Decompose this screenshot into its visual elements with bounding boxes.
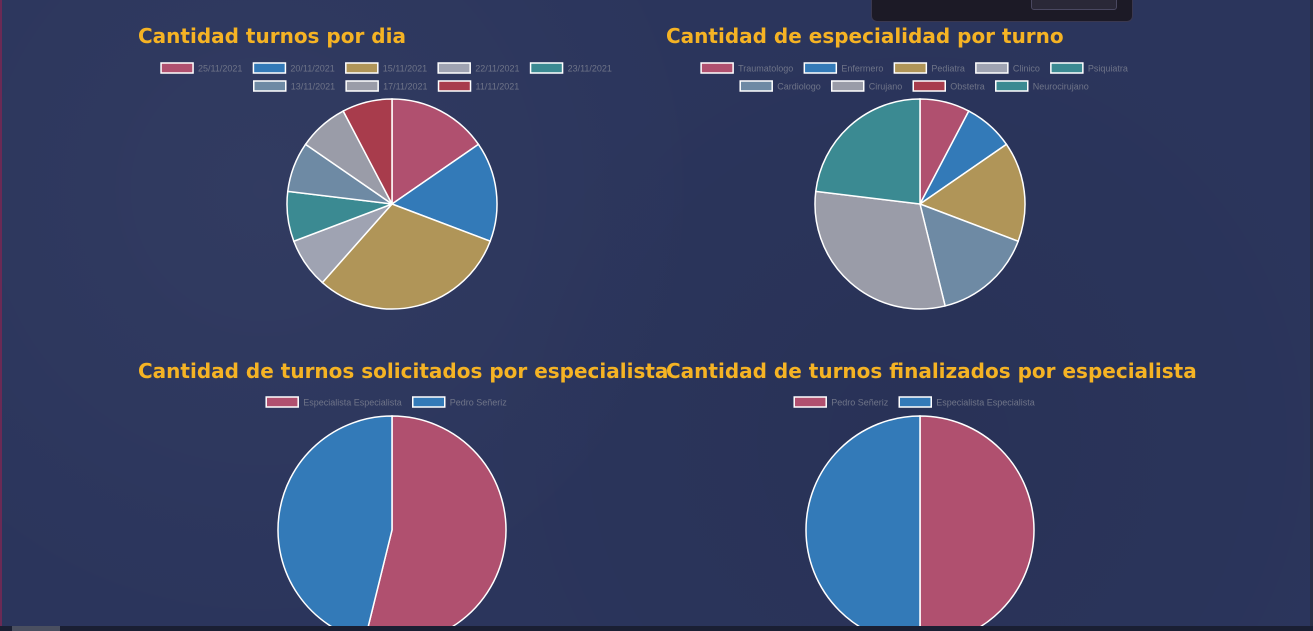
legend-label: Pedro Señeriz [831, 398, 889, 408]
legend-item-traumatologo[interactable]: Traumatologo [700, 62, 793, 74]
legend-label: 25/11/2021 [198, 64, 242, 74]
legend-swatch [160, 62, 194, 74]
legend-label: Pedro Señeriz [450, 398, 508, 408]
legend-item-22-11-2021[interactable]: 22/11/2021 [437, 62, 520, 74]
legend-item-especialista-especialista[interactable]: Especialista Especialista [265, 396, 402, 408]
legend-item-15-11-2021[interactable]: 15/11/2021 [345, 62, 427, 74]
legend-item-obstetra[interactable]: Obstetra [912, 80, 985, 92]
right-scrollbar[interactable] [1310, 0, 1313, 631]
chart-title-especialidad-por-turno: Cantidad de especialidad por turno [666, 24, 1064, 48]
legend-label: 15/11/2021 [383, 64, 427, 74]
pie-slice-cirujano[interactable] [814, 190, 947, 310]
legend-label: Neurocirujano [1033, 82, 1089, 92]
pie-chart-2: Traumatologo Enfermero Pediatra Clinico Psiq… [700, 62, 1128, 310]
legend-label: 20/11/2021 [290, 64, 334, 74]
legend-item-cardiologo[interactable]: Cardiologo [739, 80, 821, 92]
legend-swatch [265, 396, 299, 408]
legend-swatch [793, 396, 827, 408]
legend-label: Cirujano [869, 82, 903, 92]
legend-label: Traumatologo [738, 64, 793, 74]
legend-label: 13/11/2021 [291, 82, 335, 92]
legend-item-cirujano[interactable]: Cirujano [830, 80, 903, 92]
pie-slice-25-11-2021[interactable] [391, 98, 480, 206]
legend-item-23-11-2021[interactable]: 23/11/2021 [529, 62, 612, 74]
legend-label: Especialista Especialista [303, 398, 402, 408]
legend-label: Clinico [1013, 64, 1040, 74]
legend-swatch [252, 62, 287, 74]
legend-label: Cardiologo [777, 82, 821, 92]
legend-swatch [739, 80, 773, 92]
legend-label: Enfermero [841, 64, 883, 74]
dropdown-button[interactable] [1031, 0, 1117, 10]
pie-chart-1: 25/11/2021 20/11/2021 15/11/2021 22/11/2021… [160, 62, 612, 310]
legend-item-enfermero[interactable]: Enfermero [803, 62, 883, 74]
legend-swatch [830, 80, 865, 92]
pie-slice-pediatra[interactable] [918, 143, 1026, 243]
legend-swatch [253, 80, 287, 92]
legend-swatch [412, 396, 446, 408]
legend-swatch [893, 62, 928, 74]
legend-swatch [975, 62, 1009, 74]
pie-slice-pedro-se-eriz[interactable] [919, 415, 1035, 631]
pie-slice-especialista-especialista[interactable] [805, 415, 921, 631]
legend-item-especialista-especialista[interactable]: Especialista Especialista [898, 396, 1035, 408]
legend-label: Psiquiatra [1088, 64, 1128, 74]
legend-label: 23/11/2021 [568, 64, 612, 74]
legend-item-20-11-2021[interactable]: 20/11/2021 [252, 62, 335, 74]
pie-chart-4: Pedro Señeriz Especialista Especialista [793, 396, 1035, 631]
pie-slice-pedro-se-eriz[interactable] [277, 415, 393, 631]
left-accent-bar [0, 0, 2, 631]
legend-label: Especialista Especialista [936, 398, 1035, 408]
legend-item-pedro-se-eriz[interactable]: Pedro Señeriz [412, 396, 508, 408]
legend-item-17-11-2021[interactable]: 17/11/2021 [345, 80, 428, 92]
legend-label: Pediatra [931, 64, 965, 74]
legend-swatch [912, 80, 946, 92]
chart-title-turnos-solicitados: Cantidad de turnos solicitados por espec… [138, 359, 669, 383]
pie-slice-cardiologo[interactable] [918, 202, 1020, 307]
legend-swatch [529, 62, 564, 74]
horizontal-scrollbar[interactable] [0, 626, 1313, 631]
legend-item-neurocirujano[interactable]: Neurocirujano [995, 80, 1089, 92]
legend-item-clinico[interactable]: Clinico [975, 62, 1040, 74]
pie-slice-especialista-especialista[interactable] [365, 415, 507, 631]
legend-label: Obstetra [950, 82, 985, 92]
legend-item-pediatra[interactable]: Pediatra [893, 62, 965, 74]
chart-title-turnos-por-dia: Cantidad turnos por dia [138, 24, 406, 48]
legend-label: 22/11/2021 [475, 64, 519, 74]
legend-item-pedro-se-eriz[interactable]: Pedro Señeriz [793, 396, 889, 408]
legend-swatch [437, 80, 472, 92]
legend-item-11-11-2021[interactable]: 11/11/2021 [437, 80, 520, 92]
legend-swatch [995, 80, 1029, 92]
legend-swatch [1050, 62, 1084, 74]
legend-label: 11/11/2021 [476, 82, 520, 92]
pie-slice-11-11-2021[interactable] [342, 98, 393, 205]
pie-chart-3: Especialista Especialista Pedro Señeriz [265, 396, 508, 631]
legend-item-13-11-2021[interactable]: 13/11/2021 [253, 80, 335, 92]
legend-swatch [437, 62, 471, 74]
pie-slice-neurocirujano[interactable] [814, 98, 921, 205]
pie-slice-20-11-2021[interactable] [390, 143, 498, 243]
legend-label: 17/11/2021 [383, 82, 427, 92]
pie-slice-15-11-2021[interactable] [321, 203, 492, 310]
legend-swatch [700, 62, 734, 74]
legend-swatch [345, 80, 379, 92]
chart-title-turnos-finalizados: Cantidad de turnos finalizados por espec… [666, 359, 1197, 383]
legend-swatch [345, 62, 379, 74]
horizontal-scrollbar-thumb[interactable] [12, 626, 60, 631]
legend-swatch [803, 62, 838, 74]
legend-swatch [898, 396, 932, 408]
legend-item-psiquiatra[interactable]: Psiquiatra [1050, 62, 1128, 74]
legend-item-25-11-2021[interactable]: 25/11/2021 [160, 62, 242, 74]
